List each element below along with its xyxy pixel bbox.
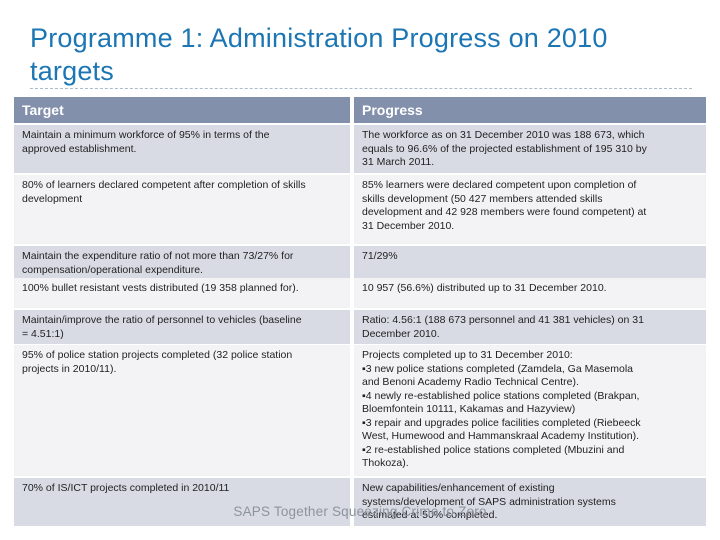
target-cell: 80% of learners declared competent after… [14,175,350,244]
table-body: Maintain a minimum workforce of 95% in t… [14,125,706,526]
target-cell: Maintain a minimum workforce of 95% in t… [14,125,350,173]
column-header-target: Target [14,97,350,123]
table-row: 100% bullet resistant vests distributed … [14,278,706,308]
table-row: Maintain the expenditure ratio of not mo… [14,246,706,280]
table-row: 70% of IS/ICT projects completed in 2010… [14,478,706,526]
table-row: 80% of learners declared competent after… [14,175,706,244]
target-cell: Maintain/improve the ratio of personnel … [14,310,350,344]
table-row: 95% of police station projects completed… [14,345,706,476]
slide-title: Programme 1: Administration Progress on … [30,23,608,86]
progress-cell: 85% learners were declared competent upo… [354,175,706,244]
progress-cell: Projects completed up to 31 December 201… [354,345,706,476]
target-cell: 70% of IS/ICT projects completed in 2010… [14,478,350,526]
progress-cell: 71/29% [354,246,706,280]
progress-cell: The workforce as on 31 December 2010 was… [354,125,706,173]
table-row: Maintain/improve the ratio of personnel … [14,310,706,344]
column-header-progress: Progress [354,97,706,123]
target-cell: 100% bullet resistant vests distributed … [14,278,350,308]
progress-cell: 10 957 (56.6%) distributed up to 31 Dece… [354,278,706,308]
progress-cell: Ratio: 4.56:1 (188 673 personnel and 41 … [354,310,706,344]
table-row: Maintain a minimum workforce of 95% in t… [14,125,706,173]
target-cell: Maintain the expenditure ratio of not mo… [14,246,350,280]
table-header-row: Target Progress [14,97,706,123]
progress-cell: New capabilities/enhancement of existing… [354,478,706,526]
title-divider [30,88,692,89]
target-cell: 95% of police station projects completed… [14,345,350,476]
progress-table: Target Progress Maintain a minimum workf… [14,97,706,526]
